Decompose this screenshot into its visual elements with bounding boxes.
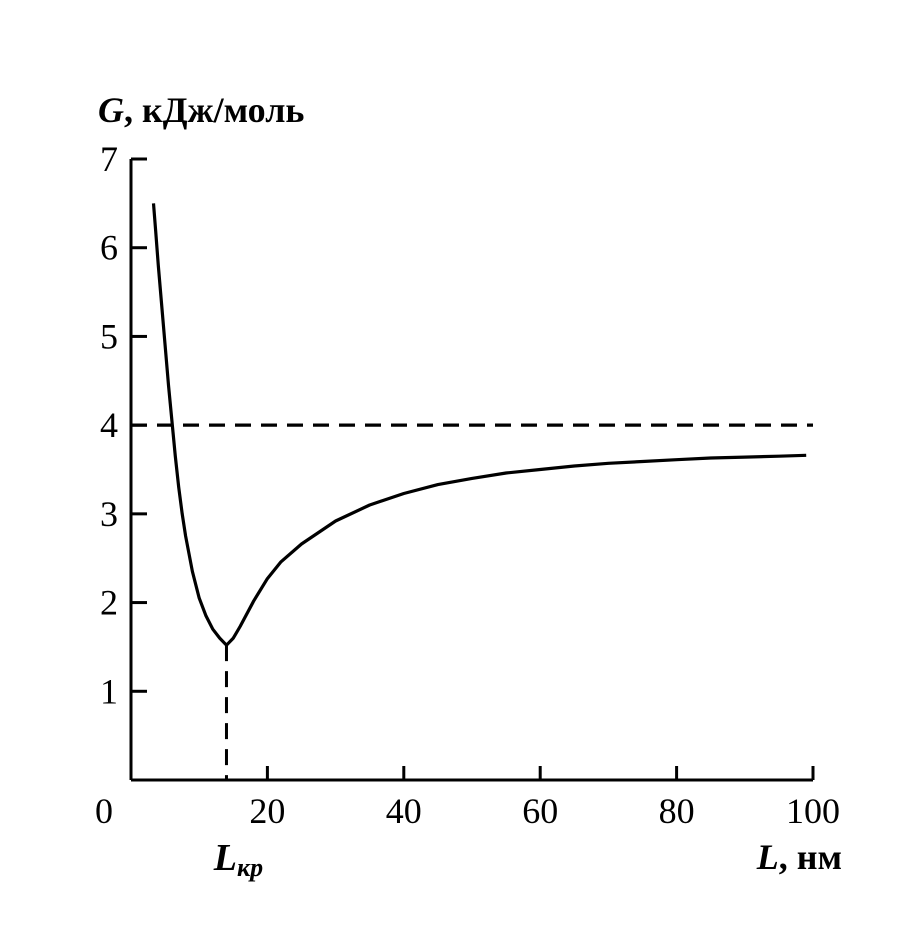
y-tick-label: 7 [100,139,118,179]
y-axis-unit: , кДж/моль [124,90,304,130]
y-axis-symbol: G [98,90,124,130]
x-axis-unit: , нм [779,837,842,877]
critical-length-symbol: L [213,837,237,879]
x-tick-label: 80 [659,791,695,831]
y-tick-label: 5 [100,316,118,356]
y-axis-title: G, кДж/моль [98,90,304,130]
axes [129,159,813,782]
plot-lines [131,203,813,780]
y-tick-label: 6 [100,228,118,268]
x-tick-label: 40 [386,791,422,831]
x-axis-symbol: L [756,837,779,877]
y-tick-label: 1 [100,671,118,711]
y-tick-label: 4 [100,405,118,445]
x-tick-label: 0 [95,791,113,831]
x-tick-label: 60 [522,791,558,831]
ticks: 1 2 3 4 5 6 7 0 20 40 60 80 100 [95,139,840,831]
critical-length-subscript: кр [237,853,263,882]
x-axis-title: L, нм [756,837,842,877]
x-tick-label: 100 [786,791,840,831]
x-tick-label: 20 [249,791,285,831]
critical-length-label: Lкр [213,837,263,882]
y-tick-label: 2 [100,583,118,623]
y-tick-label: 3 [100,494,118,534]
